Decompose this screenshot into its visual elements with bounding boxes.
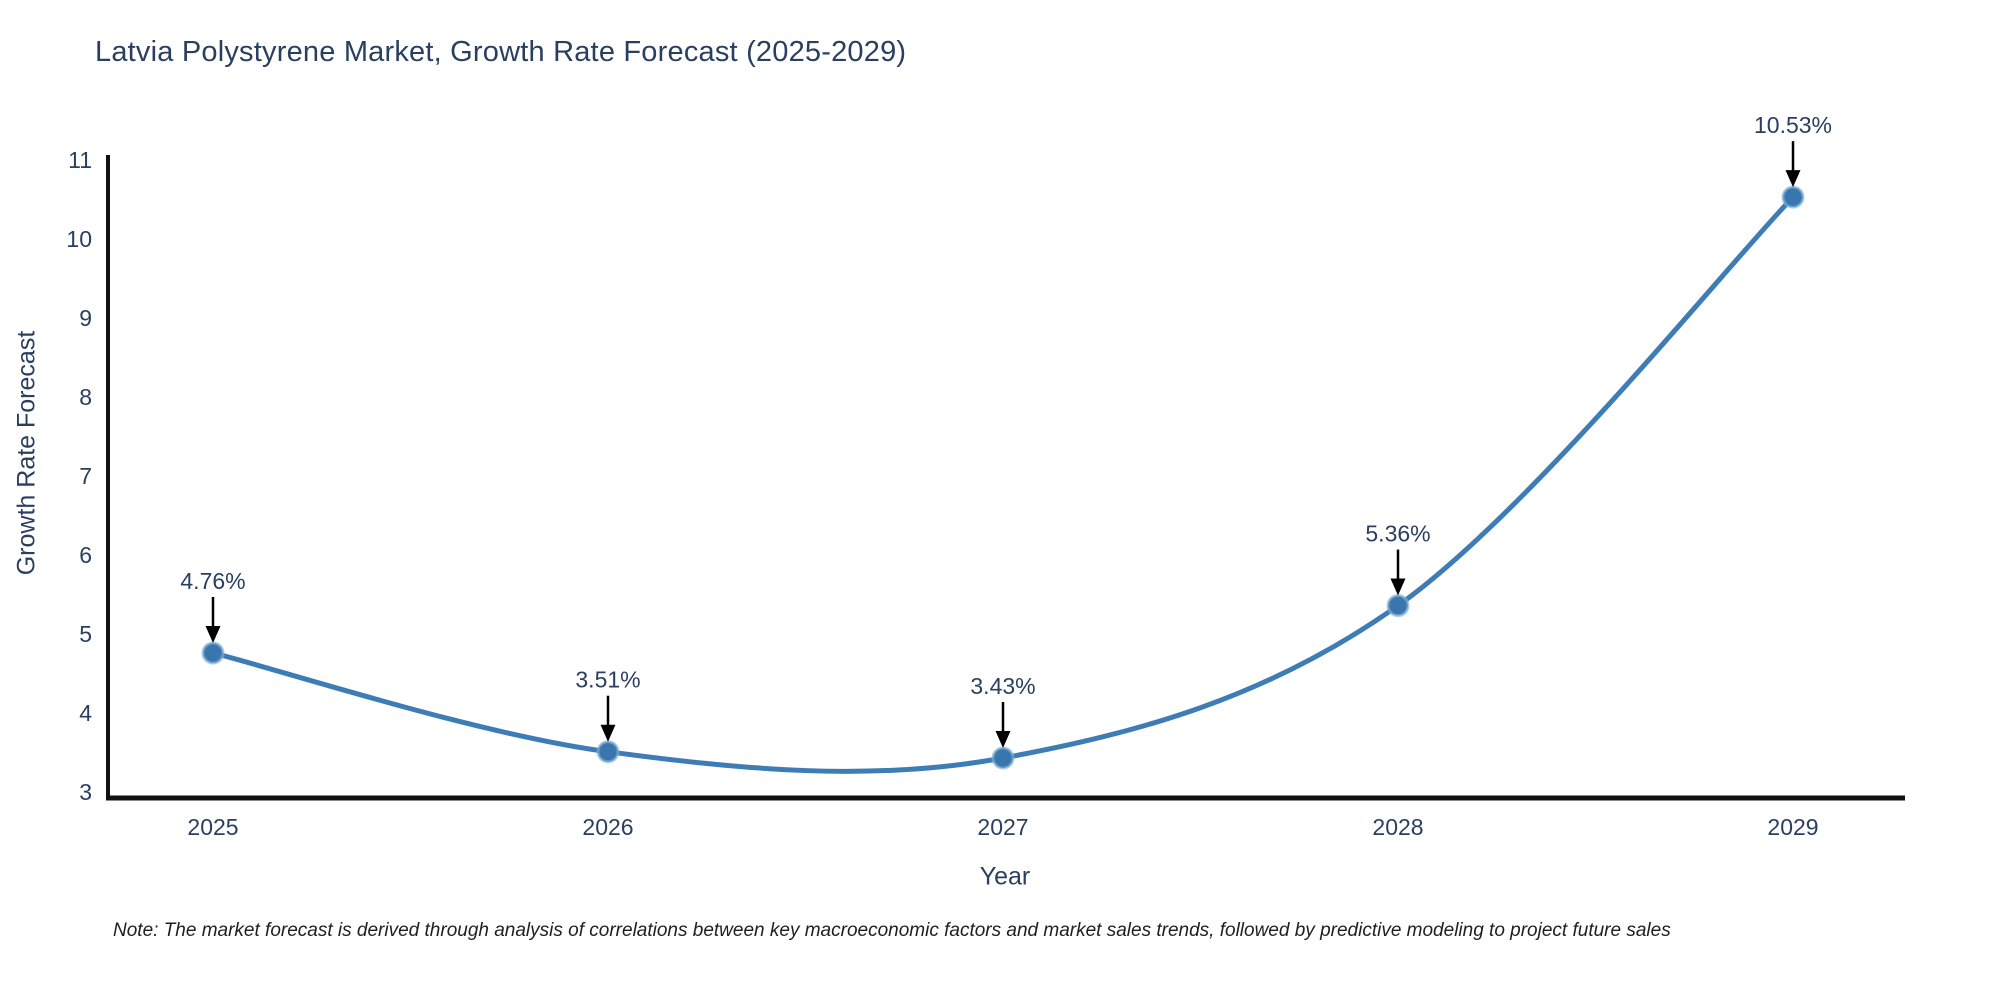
y-tick-label: 8 [79, 384, 92, 410]
y-tick-label: 10 [66, 226, 92, 252]
data-point-marker [201, 641, 225, 665]
data-point-marker [1781, 185, 1805, 209]
data-point-marker [991, 746, 1015, 770]
chart-title: Latvia Polystyrene Market, Growth Rate F… [95, 36, 907, 68]
annotation-arrowhead [1785, 170, 1801, 188]
y-tick-label: 7 [79, 463, 92, 489]
annotation-label: 3.51% [575, 667, 640, 693]
x-tick-label: 2026 [582, 814, 633, 840]
x-axis-title: Year [979, 862, 1031, 891]
y-tick-label: 6 [79, 542, 92, 568]
data-point-marker [1386, 594, 1410, 618]
forecast-line [210, 194, 1796, 774]
x-tick-label: 2025 [187, 814, 238, 840]
footnote: Note: The market forecast is derived thr… [113, 920, 1671, 941]
annotation-label: 5.36% [1365, 521, 1430, 547]
y-tick-label: 9 [79, 305, 92, 331]
x-tick-label: 2029 [1767, 814, 1818, 840]
annotation-label: 3.43% [970, 673, 1035, 699]
x-tick-label: 2027 [977, 814, 1028, 840]
annotation-label: 10.53% [1754, 112, 1832, 138]
y-tick-label: 5 [79, 621, 92, 647]
y-tick-label: 3 [79, 779, 92, 805]
data-point-marker [596, 740, 620, 764]
annotation-arrowhead [205, 625, 221, 643]
annotation-arrowhead [600, 724, 616, 742]
y-tick-label: 11 [68, 147, 92, 173]
y-tick-label: 4 [79, 700, 92, 726]
annotation-label: 4.76% [180, 568, 245, 594]
annotation-arrowhead [1390, 578, 1406, 596]
annotation-arrowhead [995, 731, 1011, 749]
x-tick-label: 2028 [1372, 814, 1423, 840]
